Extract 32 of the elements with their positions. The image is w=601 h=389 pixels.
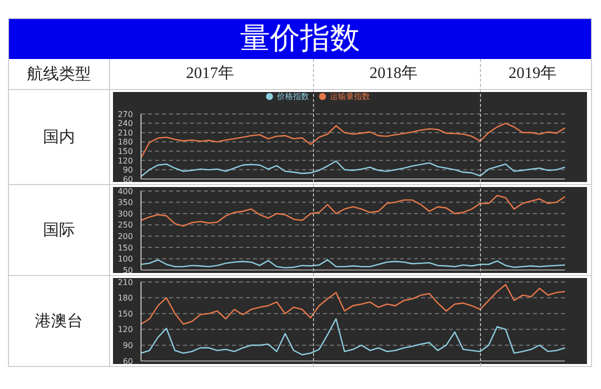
y-tick-label: 120 bbox=[118, 325, 133, 334]
y-axis-title: 国际 bbox=[42, 220, 76, 240]
y-tick-label: 100 bbox=[118, 254, 133, 264]
y-tick-label: 60 bbox=[122, 356, 133, 366]
y-axis-title: 港澳台 bbox=[34, 312, 84, 332]
y-tick-label: 350 bbox=[118, 198, 133, 208]
y-axis-title: 国内 bbox=[42, 128, 76, 148]
y-tick-label: 120 bbox=[118, 156, 133, 166]
y-tick-label: 180 bbox=[118, 294, 133, 303]
y-tick-label: 60 bbox=[122, 174, 133, 184]
y-tick-label: 200 bbox=[118, 232, 133, 241]
y-tick-label: 250 bbox=[118, 220, 133, 230]
y-tick-label: 210 bbox=[118, 128, 133, 138]
y-tick-label: 150 bbox=[118, 146, 133, 156]
y-tick-label: 180 bbox=[118, 138, 133, 147]
y-tick-label: 210 bbox=[118, 278, 133, 287]
y-tick-label: 400 bbox=[118, 186, 133, 196]
y-tick-label: 90 bbox=[122, 166, 133, 175]
text: 2017年 bbox=[185, 64, 235, 84]
y-tick-label: 90 bbox=[122, 341, 133, 350]
y-tick-label: 150 bbox=[118, 309, 133, 318]
y-tick-label: 270 bbox=[118, 110, 133, 119]
y-tick-label: 50 bbox=[122, 266, 133, 275]
text: 2019年 bbox=[508, 64, 558, 84]
text: 航线类型 bbox=[26, 64, 92, 84]
text: 2018年 bbox=[368, 64, 418, 84]
legend-label: 运输量指数 bbox=[330, 92, 370, 101]
y-tick-label: 150 bbox=[118, 243, 133, 252]
y-tick-label: 240 bbox=[118, 119, 133, 128]
legend-label: 价格指数 bbox=[277, 92, 309, 101]
chart-title: 量价指数 bbox=[9, 19, 591, 59]
y-tick-label: 300 bbox=[118, 209, 133, 218]
